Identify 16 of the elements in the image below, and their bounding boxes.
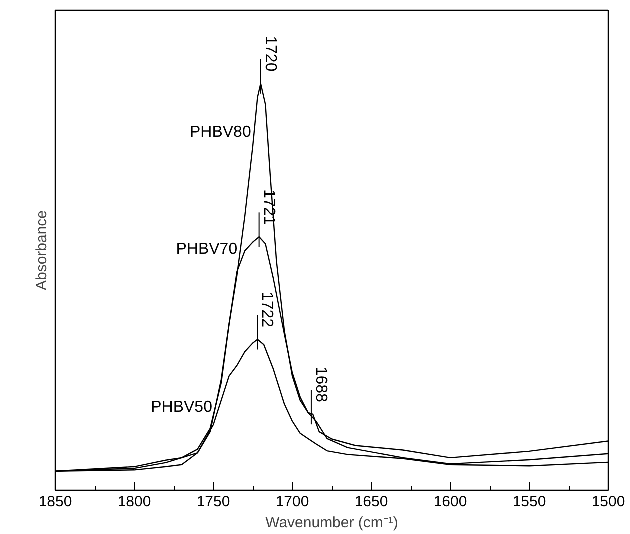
x-axis-title: Wavenumber (cm⁻¹): [266, 514, 398, 532]
x-tick-label: 1700: [276, 494, 310, 510]
x-tick-label: 1750: [196, 494, 230, 510]
x-tick-label: 1600: [434, 494, 468, 510]
x-tick-label: 1800: [118, 494, 152, 510]
series-label: PHBV80: [190, 124, 252, 142]
annotation: 1722: [258, 292, 276, 328]
annotation: 1688: [312, 366, 330, 403]
annotation: 1720: [262, 36, 279, 72]
y-axis-title: Absorbance: [34, 210, 50, 291]
x-tick-label: 1500: [592, 494, 626, 510]
x-tick-label: 1550: [512, 494, 546, 510]
series-label: PHBV50: [151, 398, 213, 416]
x-tick-label: 1850: [38, 494, 72, 510]
series-label: PHBV70: [176, 241, 238, 258]
x-tick-label: 1650: [354, 494, 388, 510]
